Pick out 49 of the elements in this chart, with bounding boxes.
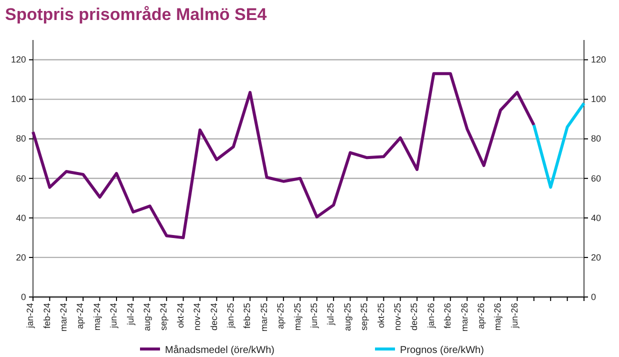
x-tick-label: apr-24 — [75, 303, 86, 330]
y2-tick-label: 0 — [591, 292, 596, 302]
chart-title: Spotpris prisområde Malmö SE4 — [5, 5, 268, 24]
legend-label: Prognos (öre/kWh) — [400, 345, 484, 356]
x-tick-label: jun-24 — [108, 303, 119, 330]
x-tick-label: nov-25 — [392, 303, 402, 331]
y2-tick-label: 60 — [591, 173, 602, 184]
x-tick-label: dec-24 — [208, 303, 219, 331]
y-tick-label: 40 — [16, 212, 26, 223]
x-tick-label: feb-25 — [242, 303, 252, 329]
y2-tick-label: 120 — [591, 54, 606, 65]
x-tick-label: mar-25 — [258, 303, 269, 332]
x-tick-label: aug-25 — [342, 303, 352, 332]
x-tick-label: okt-25 — [376, 303, 386, 328]
x-tick-label: sep-25 — [359, 303, 370, 331]
x-tick-label: mar-24 — [58, 303, 69, 332]
y-tick-label: 100 — [10, 94, 26, 104]
x-tick-label: jul-25 — [326, 303, 336, 326]
y-tick-label: 0 — [20, 292, 26, 302]
y-tick-label: 120 — [10, 54, 26, 65]
x-tick-label: dec-25 — [409, 303, 420, 331]
x-tick-label: feb-24 — [42, 303, 52, 329]
x-tick-label: okt-24 — [175, 303, 186, 328]
y2-tick-label: 100 — [591, 94, 606, 104]
x-tick-label: apr-25 — [276, 303, 286, 330]
y-tick-label: 80 — [16, 134, 26, 144]
x-tick-label: nov-24 — [192, 303, 202, 331]
x-tick-label: jul-24 — [125, 303, 136, 326]
line-series — [32, 72, 536, 240]
y-tick-label: 60 — [16, 173, 26, 184]
x-tick-label: maj-25 — [292, 303, 302, 331]
x-tick-label: jun-25 — [309, 303, 319, 330]
x-tick-label: maj-26 — [492, 303, 503, 331]
x-tick-label: jun-26 — [509, 303, 520, 330]
x-tick-label: apr-26 — [476, 303, 486, 330]
y-tick-label: 20 — [16, 252, 26, 262]
y2-tick-label: 80 — [591, 134, 602, 144]
line-series — [532, 102, 586, 189]
y2-tick-label: 40 — [591, 212, 602, 223]
x-tick-label: maj-24 — [92, 303, 102, 331]
y2-tick-label: 20 — [591, 252, 602, 262]
x-tick-label: sep-24 — [158, 303, 169, 331]
x-tick-label: jan-24 — [25, 303, 36, 330]
x-tick-label: mar-26 — [459, 303, 470, 332]
x-tick-label: jan-25 — [226, 303, 236, 330]
x-tick-label: aug-24 — [142, 303, 152, 332]
x-tick-label: feb-26 — [442, 303, 453, 329]
legend-label: Månadsmedel (öre/kWh) — [165, 344, 274, 356]
x-tick-label: jan-26 — [426, 303, 436, 330]
